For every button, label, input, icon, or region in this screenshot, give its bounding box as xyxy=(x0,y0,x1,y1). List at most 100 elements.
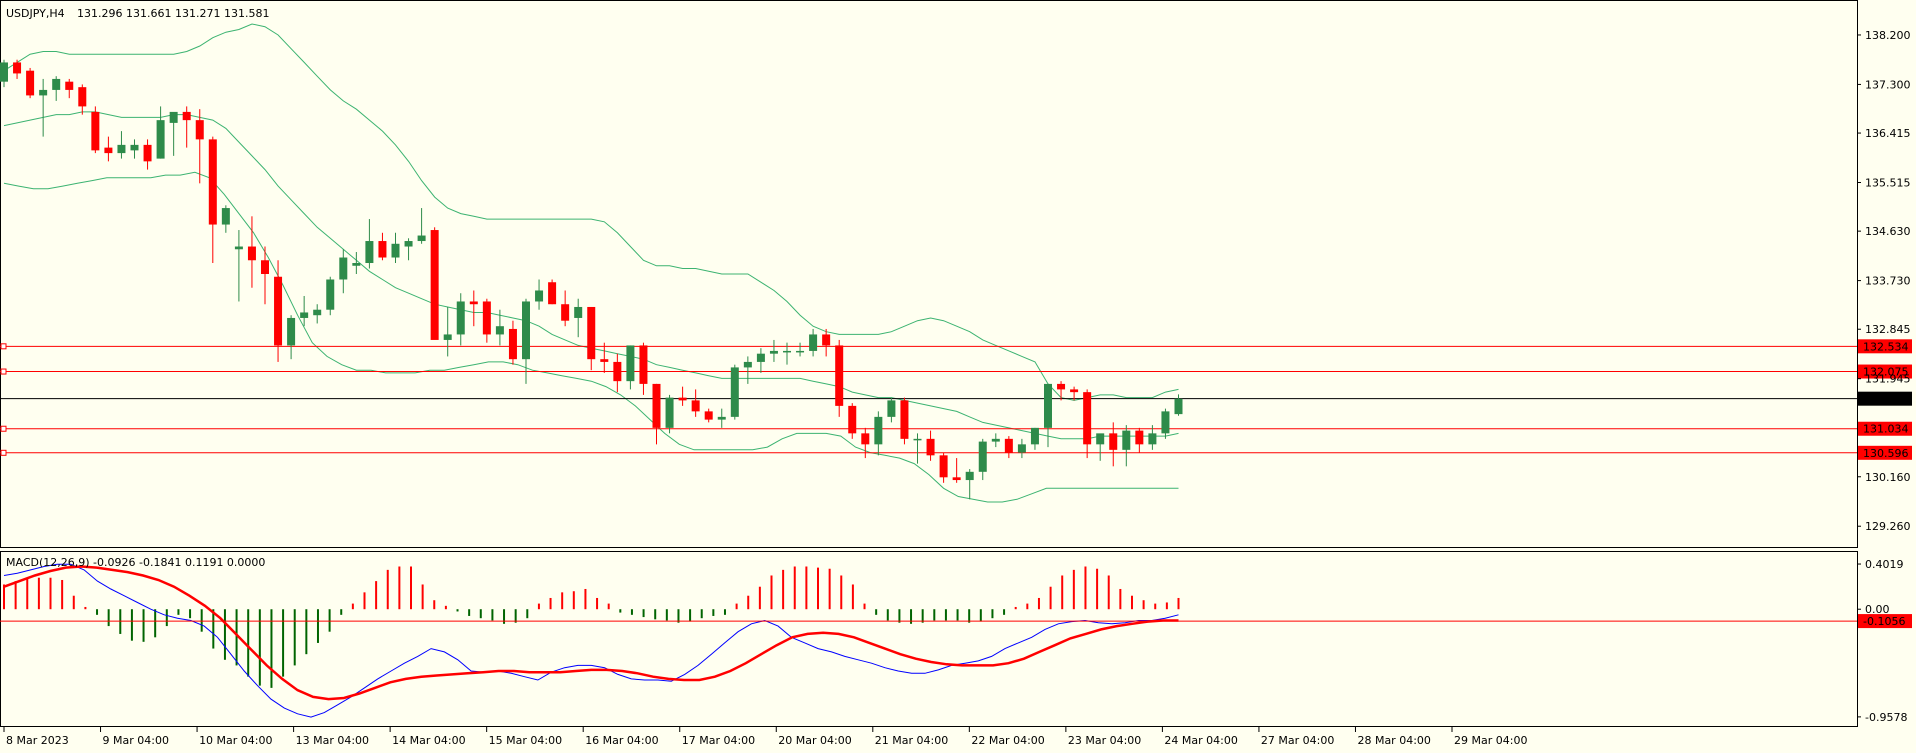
candle-body xyxy=(430,230,439,340)
candle-body xyxy=(482,301,491,335)
candle xyxy=(665,394,674,434)
candle xyxy=(600,342,609,373)
candle-body xyxy=(561,304,570,321)
candle xyxy=(1161,408,1170,439)
candle xyxy=(809,328,818,357)
price-axis-label: 135.515 xyxy=(1865,177,1911,190)
candle xyxy=(469,290,478,327)
candle-body xyxy=(822,334,831,346)
candle-body xyxy=(535,290,544,302)
level-price-tag xyxy=(1858,339,1912,354)
candle xyxy=(535,279,544,310)
candle-body xyxy=(300,312,309,318)
macd-pane-frame xyxy=(0,551,1858,727)
candle xyxy=(1109,422,1118,467)
candle-body xyxy=(978,441,987,472)
time-axis-label: 24 Mar 04:00 xyxy=(1164,734,1237,747)
level-price-label: 131.034 xyxy=(1863,423,1909,436)
candle xyxy=(495,309,504,346)
candle xyxy=(1135,427,1144,453)
candle-body xyxy=(874,416,883,445)
candle-body xyxy=(665,397,674,428)
candle xyxy=(1096,433,1105,461)
candle-body xyxy=(378,241,387,258)
level-price-label: 132.075 xyxy=(1863,366,1909,379)
candle xyxy=(339,249,348,294)
price-axis-label: 134.630 xyxy=(1865,225,1911,238)
candle xyxy=(522,298,530,384)
candle xyxy=(991,433,1000,448)
candle xyxy=(287,315,296,360)
level-price-label: 130.596 xyxy=(1863,447,1909,460)
candle-body xyxy=(365,241,374,264)
candle xyxy=(965,469,974,500)
current-price-tag xyxy=(1858,391,1912,406)
candle-body xyxy=(1161,411,1170,434)
candle-body xyxy=(313,309,322,316)
candle-body xyxy=(13,62,22,74)
candle xyxy=(1122,425,1131,467)
macd-axis-label: 0.00 xyxy=(1865,603,1890,616)
candle xyxy=(639,342,648,395)
candle xyxy=(417,208,426,244)
current-price-label: 131.581 xyxy=(1863,393,1909,406)
candle-body xyxy=(1004,438,1013,453)
bollinger-band-upper xyxy=(3,23,1179,401)
candle-body xyxy=(39,89,48,96)
candle xyxy=(704,408,713,423)
candle-body xyxy=(221,208,230,225)
candle-body xyxy=(1070,389,1079,393)
time-axis-label: 28 Mar 04:00 xyxy=(1357,734,1430,747)
time-axis-label: 13 Mar 04:00 xyxy=(296,734,369,747)
candle-body xyxy=(208,139,217,225)
candle-body xyxy=(274,276,283,346)
time-axis-label: 15 Mar 04:00 xyxy=(489,734,562,747)
candle xyxy=(678,386,687,406)
candle-body xyxy=(78,87,87,107)
price-pane-frame xyxy=(0,0,1858,548)
candle-body xyxy=(900,400,909,439)
candle-body xyxy=(717,416,726,420)
candle-body xyxy=(1135,430,1144,445)
candle-body xyxy=(730,367,739,417)
candle-body xyxy=(182,111,191,121)
candle-body xyxy=(1096,433,1105,445)
candle xyxy=(456,293,465,346)
candle xyxy=(143,139,152,170)
candle-body xyxy=(169,111,178,123)
candle-body xyxy=(508,328,517,360)
time-axis-label: 20 Mar 04:00 xyxy=(778,734,851,747)
candle xyxy=(508,320,517,365)
candle xyxy=(326,276,335,316)
candle xyxy=(574,298,583,338)
candle-body xyxy=(0,62,8,82)
candle-body xyxy=(926,438,935,456)
macd-title: MACD(12,26,9) -0.0926 -0.1841 0.1191 0.0… xyxy=(6,556,265,569)
candle xyxy=(743,356,752,384)
candle-body xyxy=(456,301,465,335)
candle xyxy=(887,397,896,423)
candle-body xyxy=(522,301,530,360)
candle-body xyxy=(952,477,961,481)
candle xyxy=(835,339,844,417)
candle xyxy=(26,67,35,99)
time-axis-label: 8 Mar 2023 xyxy=(6,734,69,747)
candle-body xyxy=(234,246,243,250)
price-axis-label: 138.200 xyxy=(1865,29,1911,42)
candle-body xyxy=(52,78,61,90)
candle xyxy=(626,345,635,390)
candle-body xyxy=(195,120,204,140)
candle-body xyxy=(913,438,922,441)
candle xyxy=(378,232,387,261)
level-anchor xyxy=(0,425,7,432)
candle-body xyxy=(391,243,400,258)
candle-body xyxy=(65,81,74,90)
price-axis-label: 133.730 xyxy=(1865,275,1911,288)
time-axis-label: 27 Mar 04:00 xyxy=(1261,734,1334,747)
candle-body xyxy=(691,400,700,412)
time-axis-label: 29 Mar 04:00 xyxy=(1454,734,1527,747)
candle-body xyxy=(809,334,818,351)
candle xyxy=(730,364,739,420)
candle xyxy=(1083,389,1092,459)
